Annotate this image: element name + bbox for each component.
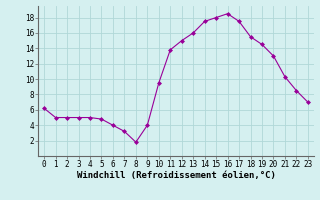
- X-axis label: Windchill (Refroidissement éolien,°C): Windchill (Refroidissement éolien,°C): [76, 171, 276, 180]
